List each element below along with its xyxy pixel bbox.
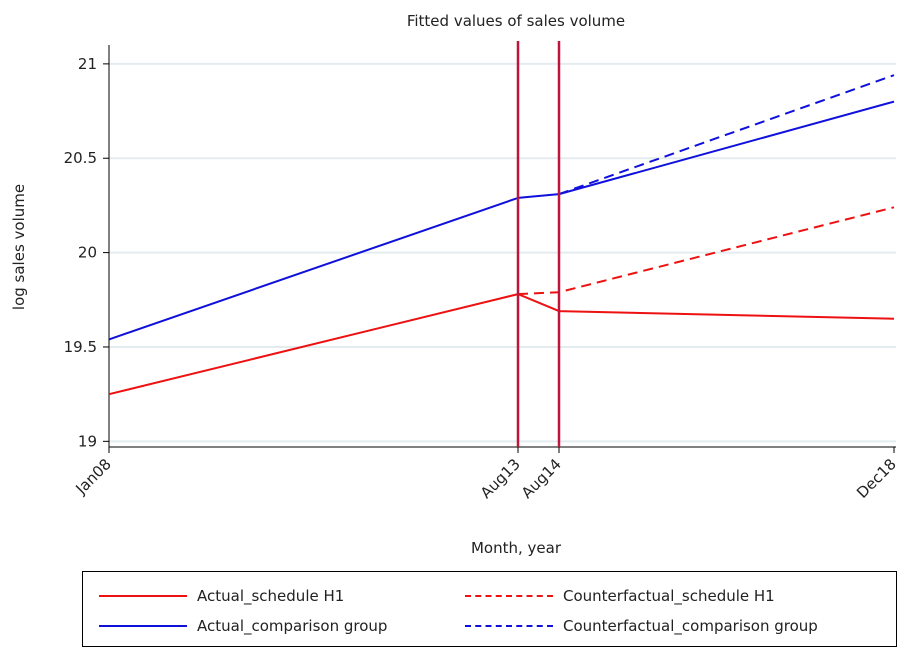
- series-line-0: [108, 293, 895, 396]
- x-tick-label: Aug14: [518, 455, 565, 502]
- chart-canvas: Fitted values of sales volume Month, yea…: [10, 12, 900, 557]
- legend-label: Actual_schedule H1: [197, 587, 345, 605]
- legend-swatch-solid-blue: [99, 625, 187, 627]
- legend-item-actual-schedule: Actual_schedule H1: [99, 584, 344, 608]
- chart-title: Fitted values of sales volume: [407, 12, 625, 30]
- x-tick-label: Jan08: [72, 455, 115, 498]
- legend-label: Actual_comparison group: [197, 617, 388, 635]
- legend-swatch-dashed-blue: [465, 625, 553, 627]
- legend-label: Counterfactual_comparison group: [563, 617, 818, 635]
- x-axis-label: Month, year: [471, 539, 562, 557]
- event-lines: [516, 41, 561, 447]
- x-tick-label: Aug13: [477, 455, 524, 502]
- legend-label: Counterfactual_schedule H1: [563, 587, 775, 605]
- series-line-1: [517, 206, 895, 296]
- y-axis-label: log sales volume: [10, 184, 28, 310]
- legend-swatch-solid-red: [99, 595, 187, 597]
- y-tick-label: 19.5: [64, 338, 97, 356]
- y-tick-label: 21: [78, 55, 97, 73]
- legend-item-counterfactual-comparison: Counterfactual_comparison group: [465, 614, 818, 638]
- legend-item-actual-comparison: Actual_comparison group: [99, 614, 387, 638]
- y-tick-label: 20.5: [64, 149, 97, 167]
- series-line-3: [558, 74, 895, 196]
- y-tick-label: 19: [78, 432, 97, 450]
- grid: [109, 62, 896, 443]
- legend-item-counterfactual-schedule: Counterfactual_schedule H1: [465, 584, 775, 608]
- x-tick-label: Dec18: [853, 455, 900, 502]
- legend-swatch-dashed-red: [465, 595, 553, 597]
- series-line-2: [108, 100, 895, 341]
- y-tick-label: 20: [78, 244, 97, 262]
- axes: [103, 45, 896, 453]
- legend: Actual_schedule H1 Counterfactual_schedu…: [82, 571, 897, 647]
